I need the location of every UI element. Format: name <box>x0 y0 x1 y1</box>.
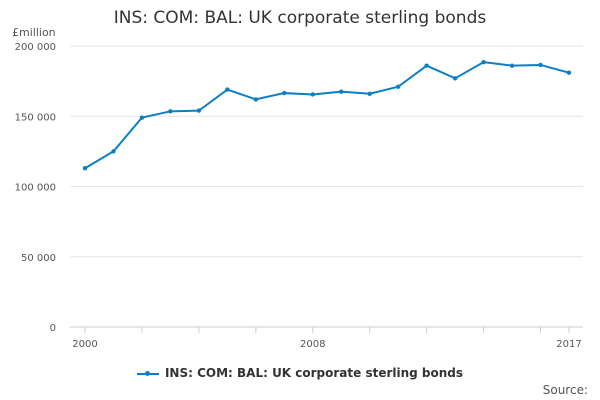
data-point <box>481 59 486 65</box>
data-point <box>111 149 116 154</box>
data-point <box>82 166 88 171</box>
data-point <box>424 63 429 68</box>
data-point <box>139 115 145 120</box>
y-tick-label: 200 000 <box>15 42 56 53</box>
data-point <box>395 84 401 89</box>
data-point <box>196 108 202 113</box>
data-point <box>253 97 259 102</box>
legend[interactable]: INS: COM: BAL: UK corporate sterling bon… <box>0 366 600 380</box>
data-point <box>225 87 230 92</box>
y-axis-label: £million <box>12 26 56 39</box>
data-point <box>339 89 344 94</box>
x-tick-label: 2000 <box>72 339 97 350</box>
data-point <box>509 63 515 68</box>
x-tick-label: 2017 <box>556 339 581 350</box>
data-point <box>282 90 287 96</box>
data-point <box>168 109 173 114</box>
x-tick-label: 2008 <box>300 339 325 350</box>
data-point <box>566 70 572 75</box>
series-line <box>84 61 570 170</box>
source-label: Source: <box>542 383 588 397</box>
y-tick-label: 0 <box>50 323 56 334</box>
chart-title: INS: COM: BAL: UK corporate sterling bon… <box>113 8 487 28</box>
data-point <box>367 91 372 96</box>
legend-label: INS: COM: BAL: UK corporate sterling bon… <box>164 366 464 380</box>
legend-swatch <box>136 370 159 376</box>
y-tick-label: 50 000 <box>21 253 56 264</box>
data-point <box>538 62 543 68</box>
data-point <box>310 92 315 97</box>
y-tick-label: 150 000 <box>15 112 56 123</box>
data-point <box>452 76 458 81</box>
y-tick-label: 100 000 <box>15 183 56 194</box>
